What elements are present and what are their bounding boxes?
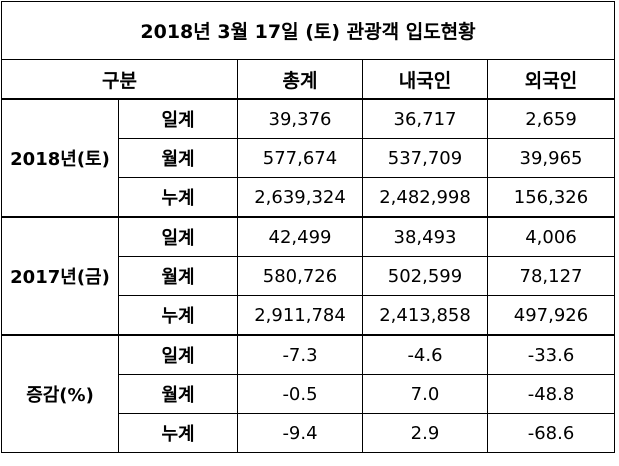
cell-foreign: 4,006	[486, 216, 616, 257]
row-label: 월계	[118, 138, 238, 178]
cell-foreign: 156,326	[486, 177, 616, 218]
cell-domestic: 2,482,998	[362, 177, 488, 218]
cell-total: -7.3	[237, 334, 363, 375]
cell-domestic: 2,413,858	[362, 295, 488, 336]
row-label: 누계	[118, 295, 238, 336]
cell-foreign: 39,965	[486, 138, 616, 178]
group-label-change: 증감(%)	[1, 334, 119, 453]
cell-domestic: 38,493	[362, 216, 488, 257]
cell-domestic: 537,709	[362, 138, 488, 178]
cell-total: 580,726	[237, 256, 363, 296]
header-foreign: 외국인	[486, 59, 616, 100]
row-label: 월계	[118, 256, 238, 296]
header-domestic: 내국인	[362, 59, 488, 100]
cell-domestic: -4.6	[362, 334, 488, 375]
cell-total: 2,639,324	[237, 177, 363, 218]
cell-foreign: 497,926	[486, 295, 616, 336]
cell-foreign: -68.6	[486, 413, 616, 453]
cell-foreign: -33.6	[486, 334, 616, 375]
cell-total: 39,376	[237, 98, 363, 139]
group-label-2017: 2017년(금)	[1, 216, 119, 336]
row-label: 월계	[118, 374, 238, 414]
cell-domestic: 7.0	[362, 374, 488, 414]
cell-domestic: 2.9	[362, 413, 488, 453]
arrivals-table: 2018년 3월 17일 (토) 관광객 입도현황 구분 총계 내국인 외국인 …	[0, 1, 616, 453]
cell-domestic: 502,599	[362, 256, 488, 296]
cell-domestic: 36,717	[362, 98, 488, 139]
row-label: 누계	[118, 413, 238, 453]
cell-total: -9.4	[237, 413, 363, 453]
table-title: 2018년 3월 17일 (토) 관광객 입도현황	[0, 1, 616, 60]
cell-foreign: 78,127	[486, 256, 616, 296]
row-label: 일계	[118, 98, 238, 139]
cell-foreign: -48.8	[486, 374, 616, 414]
header-total: 총계	[237, 59, 363, 100]
row-label: 일계	[118, 216, 238, 257]
cell-total: 577,674	[237, 138, 363, 178]
cell-total: -0.5	[237, 374, 363, 414]
row-label: 일계	[118, 334, 238, 375]
header-category: 구분	[1, 59, 238, 100]
cell-foreign: 2,659	[486, 98, 616, 139]
row-label: 누계	[118, 177, 238, 218]
cell-total: 2,911,784	[237, 295, 363, 336]
cell-total: 42,499	[237, 216, 363, 257]
group-label-2018: 2018년(토)	[1, 98, 119, 218]
